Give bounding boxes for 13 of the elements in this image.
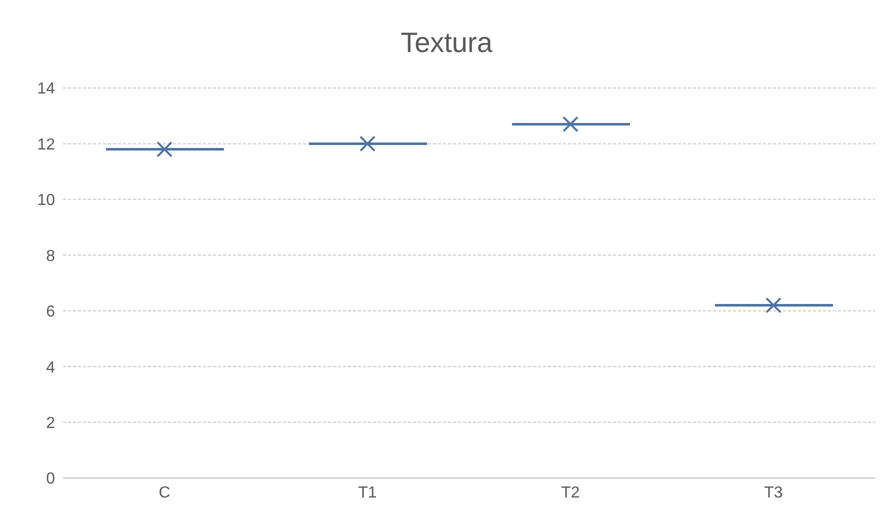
- y-tick-label: 4: [46, 359, 56, 376]
- x-tick-label: T2: [561, 484, 580, 502]
- x-tick-label: T1: [358, 484, 377, 502]
- y-tick-label: 0: [46, 470, 56, 488]
- y-tick-label: 6: [46, 304, 56, 321]
- y-tick-label: 10: [37, 192, 56, 210]
- y-tick-label: 8: [46, 248, 56, 265]
- y-tick-label: 14: [37, 80, 56, 98]
- chart-title: Textura: [400, 26, 494, 60]
- y-tick-label: 12: [37, 136, 56, 154]
- x-tick-label: T3: [764, 484, 783, 502]
- x-tick-label: C: [158, 484, 170, 502]
- y-tick-label: 2: [46, 414, 56, 432]
